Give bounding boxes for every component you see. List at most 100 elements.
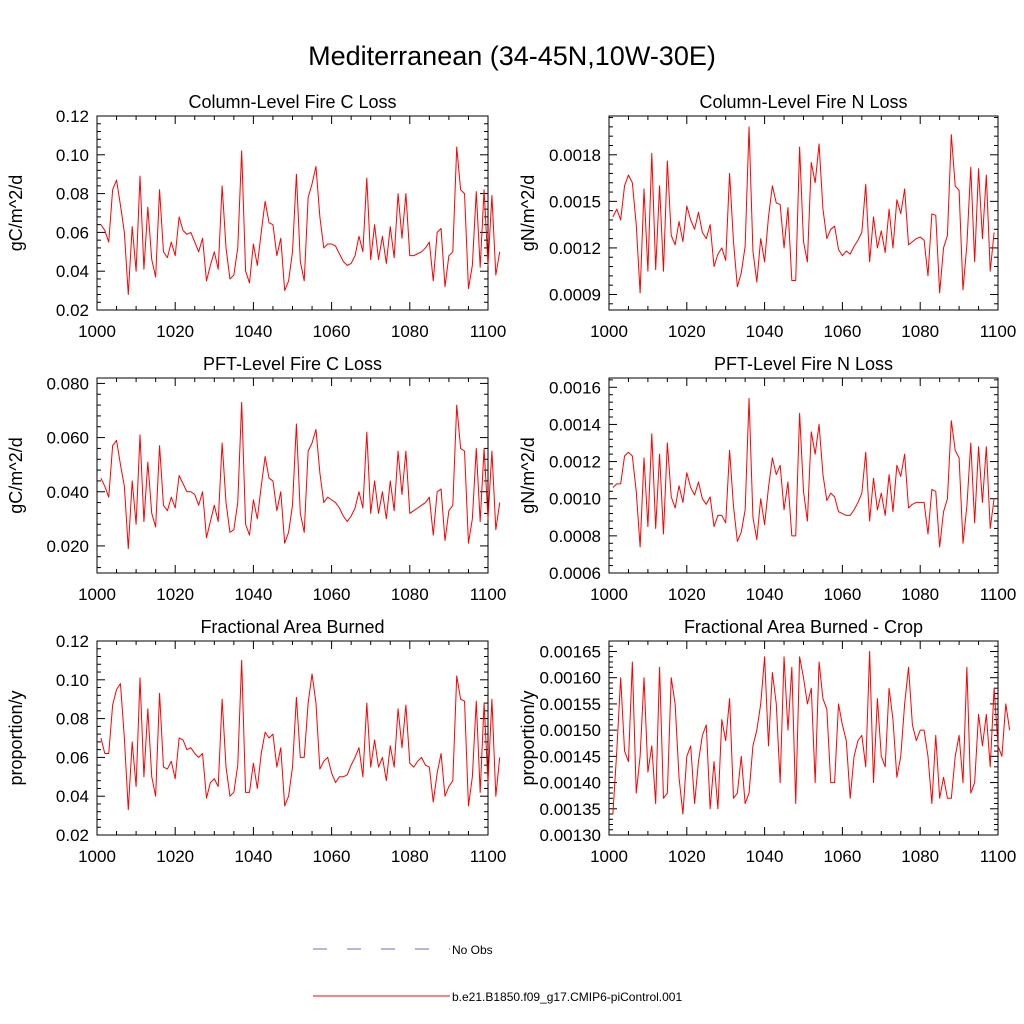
panel-3-ytick-label: 0.060 (46, 429, 89, 448)
panel-3-ytick-label: 0.080 (46, 374, 89, 393)
panel-5-ytick-label: 0.08 (56, 710, 89, 729)
panel-3-xtick-label: 1100 (470, 585, 507, 604)
panel-6-ytick-label: 0.00145 (540, 747, 601, 766)
panel-5-xtick-label: 1020 (156, 847, 194, 866)
legend-model-line (313, 995, 450, 997)
panel-1-xtick-label: 1060 (313, 322, 351, 341)
panel-1-ytick-label: 0.04 (56, 262, 89, 281)
panel-6-ytick-label: 0.00140 (540, 774, 601, 793)
panel-4-ylabel: gN/m^2/d (518, 437, 538, 513)
panel-3-xtick-label: 1080 (391, 585, 429, 604)
panel-5-ytick-label: 0.02 (56, 826, 89, 845)
panel-6-frame (608, 640, 999, 836)
panel-3-xtick-label: 1020 (156, 585, 194, 604)
chart-panel-6: Fractional Area Burned - Crop proportion/… (518, 617, 1017, 866)
chart-panel-5: Fractional Area Burned proportion/y 1000 10… (6, 617, 507, 866)
panel-2-xtick-label: 1080 (901, 322, 939, 341)
chart-panel-1: Column-Level Fire C Loss gC/m^2/d 1000 1020… (6, 92, 507, 341)
panel-6-xtick-label: 1000 (590, 847, 628, 866)
panel-5-xtick-label: 1100 (470, 847, 507, 866)
chart-panel-2: Column-Level Fire N Loss gN/m^2/d 1000 1020… (518, 92, 1017, 341)
panel-2-ytick-label: 0.0009 (549, 285, 601, 304)
panel-1-ytick-label: 0.06 (56, 223, 89, 242)
panel-3-ylabel: gC/m^2/d (6, 437, 26, 513)
chart-panel-4: PFT-Level Fire N Loss gN/m^2/d 1000 1020 104… (518, 354, 1017, 604)
panel-6-ylabel: proportion/y (518, 690, 538, 785)
panel-1-xtick-label: 1100 (470, 322, 507, 341)
panel-6-ytick-label: 0.00165 (540, 642, 601, 661)
panel-6-xtick-label: 1080 (901, 847, 939, 866)
panel-6-xtick-label: 1100 (980, 847, 1017, 866)
panel-2-xtick-label: 1000 (590, 322, 628, 341)
panel-3-series-line (100, 401, 501, 550)
panel-2-ylabel: gN/m^2/d (518, 175, 538, 251)
panel-5-ytick-label: 0.12 (56, 632, 89, 651)
panel-4-xtick-label: 1060 (823, 585, 861, 604)
panel-1-ytick-label: 0.12 (56, 107, 89, 126)
panel-6-series-line (612, 650, 1011, 815)
panel-6-ytick-label: 0.00160 (540, 669, 601, 688)
panel-5-ylabel: proportion/y (6, 690, 26, 785)
panel-1-xtick-label: 1000 (78, 322, 116, 341)
panel-1-ytick-label: 0.08 (56, 185, 89, 204)
panel-2-ytick-label: 0.0015 (549, 192, 601, 211)
legend-obs-label: No Obs (452, 943, 493, 957)
panel-4-xtick-label: 1100 (980, 585, 1017, 604)
panel-4-ytick-label: 0.0016 (549, 378, 601, 397)
panel-4-ytick-label: 0.0014 (549, 415, 601, 434)
panel-2-xtick-label: 1040 (746, 322, 784, 341)
panel-2-ytick-label: 0.0012 (549, 239, 601, 258)
panel-3-ytick-label: 0.040 (46, 483, 89, 502)
panel-4-ytick-label: 0.0008 (549, 527, 601, 546)
panel-5-xtick-label: 1000 (78, 847, 116, 866)
panel-4-series-line (612, 397, 995, 548)
panel-1-ytick-label: 0.02 (56, 301, 89, 320)
panel-1-xtick-label: 1080 (391, 322, 429, 341)
panel-2-frame (608, 115, 999, 311)
legend-obs-line (313, 948, 450, 950)
panel-6-ytick-label: 0.00130 (540, 826, 601, 845)
panel-1-title: Column-Level Fire C Loss (188, 92, 396, 112)
panel-4-ytick-label: 0.0006 (549, 564, 601, 583)
panel-1-ylabel: gC/m^2/d (6, 175, 26, 251)
panel-5-xtick-label: 1060 (313, 847, 351, 866)
panel-6-xtick-label: 1060 (823, 847, 861, 866)
panel-4-ytick-label: 0.0012 (549, 453, 601, 472)
panel-5-series-line (100, 659, 501, 811)
panel-3-frame (96, 377, 489, 574)
panel-5-xtick-label: 1080 (391, 847, 429, 866)
panel-2-ytick-label: 0.0018 (549, 146, 601, 165)
panel-3-xtick-label: 1060 (313, 585, 351, 604)
legend-model-label: b.e21.B1850.f09_g17.CMIP6-piControl.001 (452, 990, 683, 1004)
panel-6-xtick-label: 1040 (746, 847, 784, 866)
panel-4-ytick-label: 0.0010 (549, 490, 601, 509)
panel-1-ytick-label: 0.10 (56, 146, 89, 165)
panel-4-xtick-label: 1080 (901, 585, 939, 604)
panel-3-title: PFT-Level Fire C Loss (203, 354, 382, 374)
panel-2-title: Column-Level Fire N Loss (699, 92, 907, 112)
panel-3-xtick-label: 1040 (234, 585, 272, 604)
panel-5-xtick-label: 1040 (234, 847, 272, 866)
panel-2-xtick-label: 1020 (668, 322, 706, 341)
panel-2-series-line (612, 126, 995, 294)
panel-1-xtick-label: 1040 (234, 322, 272, 341)
figure-title: Mediterranean (34-45N,10W-30E) (308, 41, 716, 71)
panel-5-title: Fractional Area Burned (200, 617, 384, 637)
panel-4-title: PFT-Level Fire N Loss (714, 354, 893, 374)
panel-3-xtick-label: 1000 (78, 585, 116, 604)
panel-2-xtick-label: 1100 (980, 322, 1017, 341)
panel-1-series-line (100, 146, 501, 295)
panel-2-xtick-label: 1060 (823, 322, 861, 341)
panel-6-title: Fractional Area Burned - Crop (684, 617, 923, 637)
panel-1-frame (96, 115, 489, 311)
panel-6-xtick-label: 1020 (668, 847, 706, 866)
panel-5-ytick-label: 0.04 (56, 787, 89, 806)
panel-5-frame (96, 640, 489, 836)
panel-4-xtick-label: 1000 (590, 585, 628, 604)
chart-panel-3: PFT-Level Fire C Loss gC/m^2/d 1000 1020 104… (6, 354, 507, 604)
panel-4-xtick-label: 1040 (746, 585, 784, 604)
panel-5-ytick-label: 0.06 (56, 748, 89, 767)
panel-6-ytick-label: 0.00155 (540, 695, 601, 714)
panel-3-ytick-label: 0.020 (46, 537, 89, 556)
